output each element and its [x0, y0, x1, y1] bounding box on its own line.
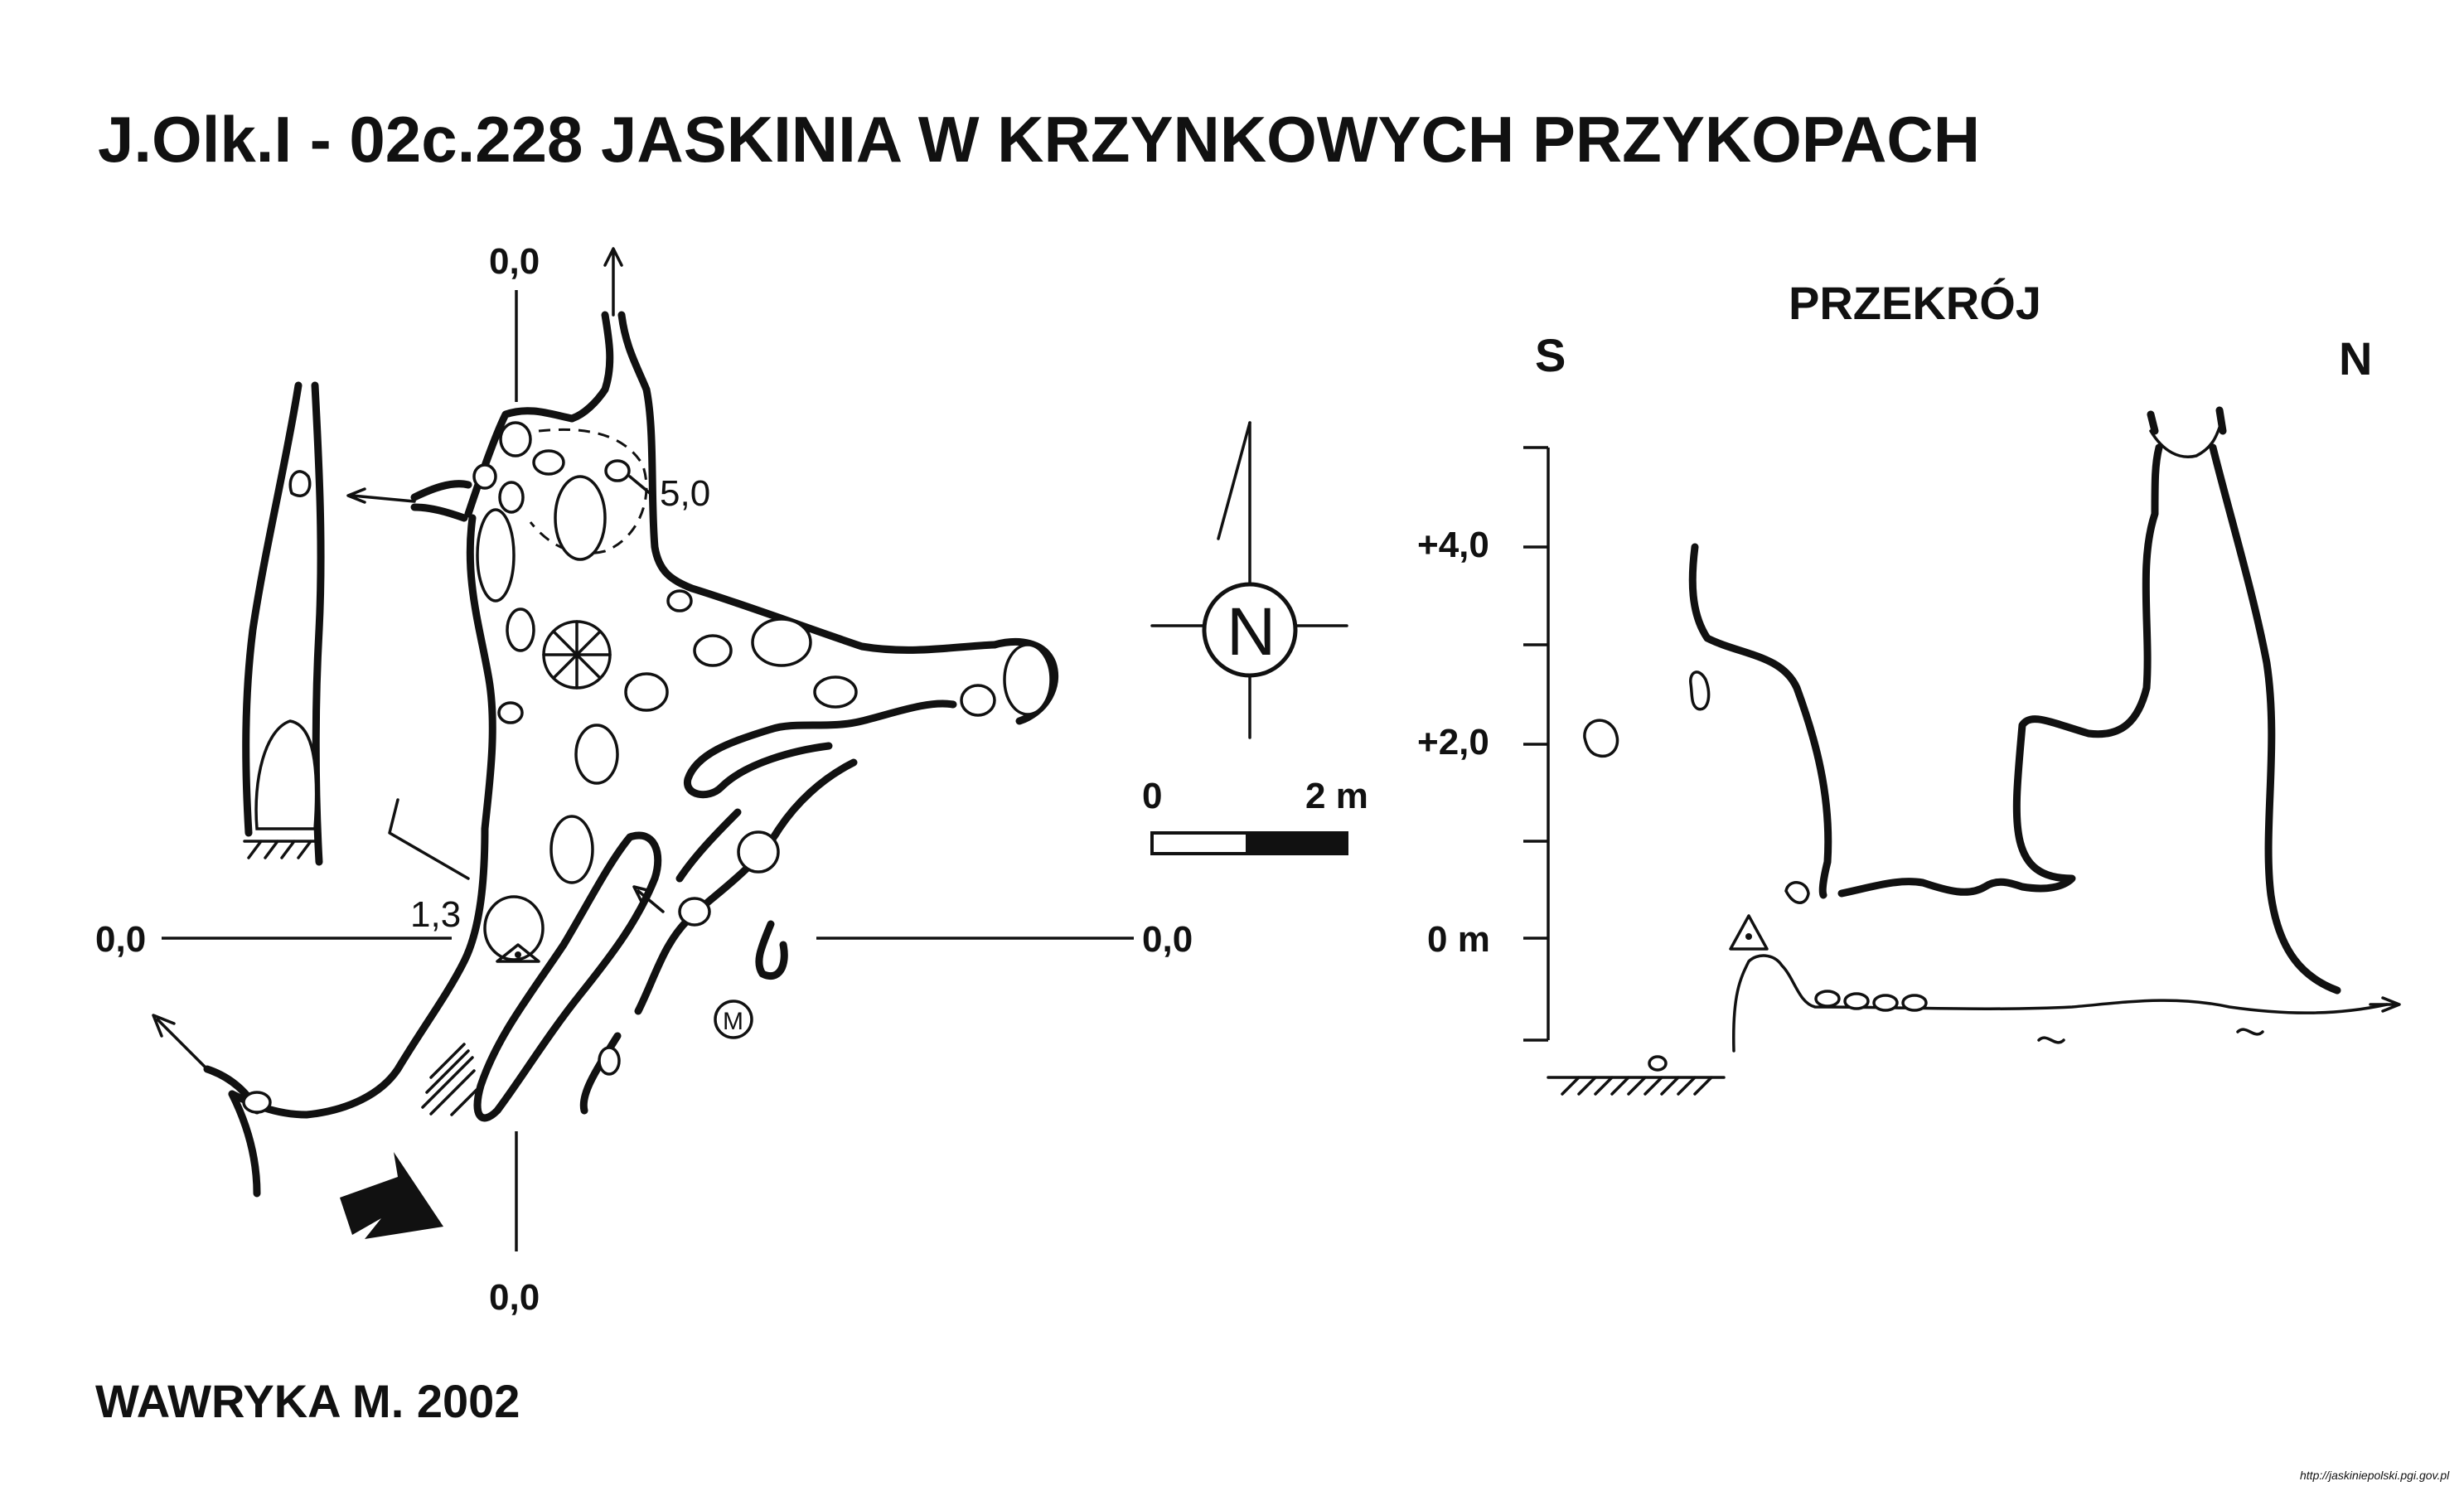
section-axis-ticks	[1523, 446, 1548, 1042]
cave-wall-southeast	[579, 758, 858, 1115]
height-label-5: 5,0	[660, 473, 710, 514]
height-label-13: 1,3	[410, 894, 461, 935]
plan-boulders	[242, 421, 1053, 1114]
north-circle-icon	[1202, 582, 1298, 678]
cave-wall-east-passage	[684, 638, 1059, 799]
direction-north: N	[2339, 332, 2372, 385]
section-view: PRZEKRÓJ S N +4,0 +2,0 0 m	[1417, 277, 2401, 1096]
section-sediment-marks	[2037, 1028, 2264, 1044]
cave-wall-southwest	[203, 1065, 261, 1198]
author-credit: WAWRYKA M. 2002	[95, 1375, 520, 1427]
section-title: PRZEKRÓJ	[1789, 277, 2041, 329]
direction-south: S	[1535, 329, 1566, 381]
scale-segment-black	[1246, 831, 1348, 855]
arrow-southwest	[152, 1014, 209, 1071]
section-rocks	[1583, 670, 1928, 1072]
marker-m-label: M	[723, 1008, 743, 1035]
arrow-north	[603, 247, 623, 317]
axis-label-zero: 0 m	[1427, 919, 1490, 960]
ref-label-bottom: 0,0	[489, 1277, 540, 1318]
ref-label-top: 0,0	[489, 241, 540, 282]
cave-pillar	[473, 831, 662, 1122]
cave-wall-west-passage	[410, 480, 472, 522]
section-floor-profile	[1731, 954, 2389, 1053]
ref-label-left: 0,0	[95, 919, 146, 960]
section-chimney-marks	[2147, 406, 2227, 435]
marker-m-circle	[714, 1000, 753, 1039]
arrow-west	[346, 487, 416, 504]
entrance-arrow-icon	[340, 1152, 443, 1239]
height-leader-5	[628, 475, 656, 499]
cave-wall-north-passage	[568, 311, 999, 654]
scale-start-label: 0	[1142, 776, 1162, 816]
north-arrow: N	[1150, 421, 1348, 739]
arrow-inner	[632, 885, 665, 913]
section-exit-arrow	[2369, 996, 2401, 1013]
height-leader-13	[388, 798, 470, 880]
entrance-hatch	[421, 1043, 478, 1116]
west-chamber-rock-large	[254, 719, 318, 830]
survey-point-dot	[515, 951, 521, 958]
north-label: N	[1227, 594, 1276, 670]
section-survey-triangle	[1729, 914, 1769, 951]
axis-label-plus2: +2,0	[1417, 722, 1489, 762]
ref-label-right: 0,0	[1142, 919, 1193, 960]
survey-point-triangle	[496, 943, 540, 963]
section-chimney-top	[2149, 421, 2223, 458]
section-ceiling-profile	[1688, 443, 2341, 995]
axis-label-plus4: +4,0	[1417, 525, 1489, 565]
page-title: J.Olk.I - 02c.228 JASKINIA W KRZYNKOWYCH…	[98, 103, 1980, 176]
west-chamber-rock-small	[288, 470, 312, 497]
scale-segment-white	[1150, 831, 1249, 855]
section-bedrock-hatch	[1547, 1076, 1726, 1096]
stalagmite-symbol	[542, 620, 612, 690]
scale-bar: 0 2 m	[1142, 776, 1368, 855]
west-chamber-hatch	[243, 840, 321, 859]
plan-view: 0,0 0,0 0,0 0,0	[95, 241, 1193, 1318]
scale-end-label: 2 m	[1305, 776, 1368, 816]
section-survey-dot	[1745, 933, 1752, 940]
source-url[interactable]: http://jaskiniepolski.pgi.gov.pl	[2300, 1469, 2450, 1482]
